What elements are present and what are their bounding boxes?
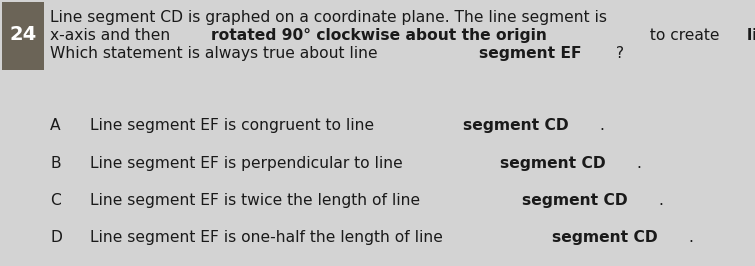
Text: segment CD: segment CD (522, 193, 628, 208)
Text: B: B (50, 156, 60, 171)
Text: rotated 90° clockwise about the origin: rotated 90° clockwise about the origin (211, 28, 547, 43)
FancyBboxPatch shape (2, 2, 44, 70)
Text: .: . (688, 230, 693, 245)
Text: .: . (599, 118, 604, 133)
Text: D: D (50, 230, 62, 245)
Text: A: A (50, 118, 60, 133)
Text: Line segment EF is one-half the length of line: Line segment EF is one-half the length o… (90, 230, 448, 245)
Text: .: . (636, 156, 641, 171)
Text: Which statement is always true about line: Which statement is always true about lin… (50, 46, 383, 61)
Text: segment CD: segment CD (500, 156, 606, 171)
Text: Line segment EF is twice the length of line: Line segment EF is twice the length of l… (90, 193, 425, 208)
Text: segment CD: segment CD (552, 230, 658, 245)
Text: .: . (658, 193, 664, 208)
Text: C: C (50, 193, 61, 208)
Text: to create: to create (645, 28, 724, 43)
Text: Line segment EF is congruent to line: Line segment EF is congruent to line (90, 118, 379, 133)
Text: line segment EF: line segment EF (747, 28, 755, 43)
Text: x-axis and then: x-axis and then (50, 28, 175, 43)
Text: 24: 24 (9, 24, 37, 44)
Text: segment CD: segment CD (463, 118, 569, 133)
Text: Line segment CD is graphed on a coordinate plane. The line segment is: Line segment CD is graphed on a coordina… (50, 10, 612, 25)
Text: segment EF: segment EF (479, 46, 581, 61)
Text: ?: ? (612, 46, 624, 61)
Text: Line segment EF is perpendicular to line: Line segment EF is perpendicular to line (90, 156, 408, 171)
